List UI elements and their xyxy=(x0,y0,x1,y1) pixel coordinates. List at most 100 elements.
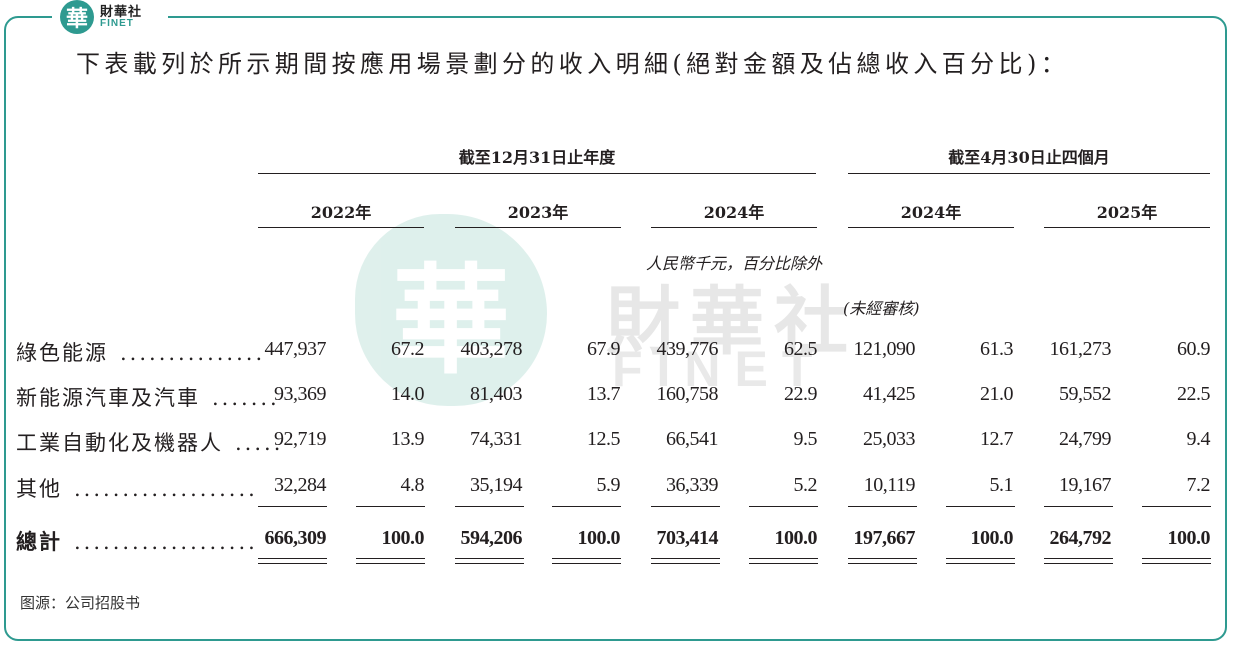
total-double-rule xyxy=(552,558,621,564)
table-cell: 5.1 xyxy=(989,474,1014,496)
table-cell: 447,937 xyxy=(264,338,327,360)
table-cell: 21.0 xyxy=(980,383,1014,405)
table-cell: 66,541 xyxy=(666,428,719,450)
table-cell: 32,284 xyxy=(274,474,327,496)
table-cell: 12.5 xyxy=(587,428,621,450)
table-cell: 67.9 xyxy=(587,338,621,360)
period-header-four-months: 截至4月30日止四個月 xyxy=(948,148,1110,167)
table-cell: 439,776 xyxy=(656,338,719,360)
total-cell: 703,414 xyxy=(656,527,719,549)
row-label-green-energy: 綠色能源............... xyxy=(16,341,266,365)
page-title: 下表載列於所示期間按應用場景劃分的收入明細(絕對金額及佔總收入百分比)： xyxy=(76,50,1070,78)
source-caption: 图源：公司招股书 xyxy=(20,594,141,612)
total-cell: 100.0 xyxy=(1167,527,1211,549)
total-double-rule xyxy=(455,558,524,564)
table-cell: 25,033 xyxy=(863,428,916,450)
period-rule-annual xyxy=(258,173,816,174)
period-rule-four-months xyxy=(848,173,1210,174)
table-cell: 10,119 xyxy=(863,474,916,496)
currency-note: 人民幣千元，百分比除外 xyxy=(646,254,823,273)
total-cell: 100.0 xyxy=(381,527,425,549)
table-cell: 92,719 xyxy=(274,428,327,450)
unaudited-note: (未經審核) xyxy=(843,299,920,318)
year-rule xyxy=(651,227,817,228)
total-cell: 100.0 xyxy=(970,527,1014,549)
table-cell: 5.2 xyxy=(793,474,818,496)
table-cell: 121,090 xyxy=(853,338,916,360)
year-header-2023: 2023年 xyxy=(507,203,569,222)
table-cell: 4.8 xyxy=(400,474,425,496)
year-rule xyxy=(848,227,1014,228)
total-cell: 100.0 xyxy=(774,527,818,549)
watermark-cn: 財華社 xyxy=(606,279,858,365)
total-double-rule xyxy=(258,558,327,564)
total-double-rule xyxy=(749,558,818,564)
table-cell: 13.9 xyxy=(391,428,425,450)
subtotal-rule xyxy=(356,506,425,507)
table-cell: 7.2 xyxy=(1186,474,1211,496)
row-label-nev: 新能源汽車及汽車....... xyxy=(16,386,280,410)
year-rule xyxy=(258,227,424,228)
table-cell: 403,278 xyxy=(460,338,523,360)
table-cell: 13.7 xyxy=(587,383,621,405)
table-cell: 35,194 xyxy=(470,474,523,496)
table-cell: 59,552 xyxy=(1059,383,1112,405)
subtotal-rule xyxy=(1142,506,1211,507)
subtotal-rule xyxy=(552,506,621,507)
finet-logo-icon: 華 xyxy=(60,0,94,34)
year-header-2025-interim: 2025年 xyxy=(1096,203,1158,222)
period-header-annual: 截至12月31日止年度 xyxy=(458,148,616,167)
content-frame xyxy=(4,16,1227,641)
subtotal-rule xyxy=(455,506,524,507)
watermark-logo-icon: 華 xyxy=(355,214,547,406)
table-cell: 5.9 xyxy=(596,474,621,496)
year-rule xyxy=(1044,227,1210,228)
row-label-total: 總計................... xyxy=(16,529,258,554)
year-header-2024-interim: 2024年 xyxy=(900,203,962,222)
table-cell: 161,273 xyxy=(1049,338,1112,360)
table-cell: 41,425 xyxy=(863,383,916,405)
total-double-rule xyxy=(651,558,720,564)
table-cell: 19,167 xyxy=(1059,474,1112,496)
table-cell: 22.9 xyxy=(784,383,818,405)
table-cell: 93,369 xyxy=(274,383,327,405)
table-cell: 81,403 xyxy=(470,383,523,405)
row-label-industrial-automation: 工業自動化及機器人..... xyxy=(16,431,284,455)
table-cell: 24,799 xyxy=(1059,428,1112,450)
table-cell: 60.9 xyxy=(1177,338,1211,360)
total-cell: 100.0 xyxy=(577,527,621,549)
table-cell: 67.2 xyxy=(391,338,425,360)
logo-en-text: FINET xyxy=(100,17,134,29)
table-cell: 62.5 xyxy=(784,338,818,360)
total-double-rule xyxy=(848,558,917,564)
total-cell: 197,667 xyxy=(853,527,916,549)
row-label-others: 其他................... xyxy=(16,477,258,501)
subtotal-rule xyxy=(749,506,818,507)
year-header-2022: 2022年 xyxy=(310,203,372,222)
table-cell: 14.0 xyxy=(391,383,425,405)
total-double-rule xyxy=(1142,558,1211,564)
subtotal-rule xyxy=(1044,506,1113,507)
table-cell: 12.7 xyxy=(980,428,1014,450)
subtotal-rule xyxy=(258,506,327,507)
table-cell: 160,758 xyxy=(656,383,719,405)
year-rule xyxy=(455,227,621,228)
watermark-en: FINET xyxy=(612,341,827,397)
total-double-rule xyxy=(356,558,425,564)
table-cell: 74,331 xyxy=(470,428,523,450)
year-header-2024: 2024年 xyxy=(703,203,765,222)
total-double-rule xyxy=(946,558,1015,564)
table-cell: 9.4 xyxy=(1186,428,1211,450)
subtotal-rule xyxy=(848,506,917,507)
table-cell: 22.5 xyxy=(1177,383,1211,405)
total-double-rule xyxy=(1044,558,1113,564)
total-cell: 594,206 xyxy=(460,527,523,549)
table-cell: 36,339 xyxy=(666,474,719,496)
total-cell: 264,792 xyxy=(1049,527,1112,549)
table-cell: 9.5 xyxy=(793,428,818,450)
table-cell: 61.3 xyxy=(980,338,1014,360)
logo-cn-text: 財華社 xyxy=(100,4,143,20)
finet-logo: 華 財華社 FINET xyxy=(52,0,168,34)
subtotal-rule xyxy=(946,506,1015,507)
total-cell: 666,309 xyxy=(264,527,327,549)
